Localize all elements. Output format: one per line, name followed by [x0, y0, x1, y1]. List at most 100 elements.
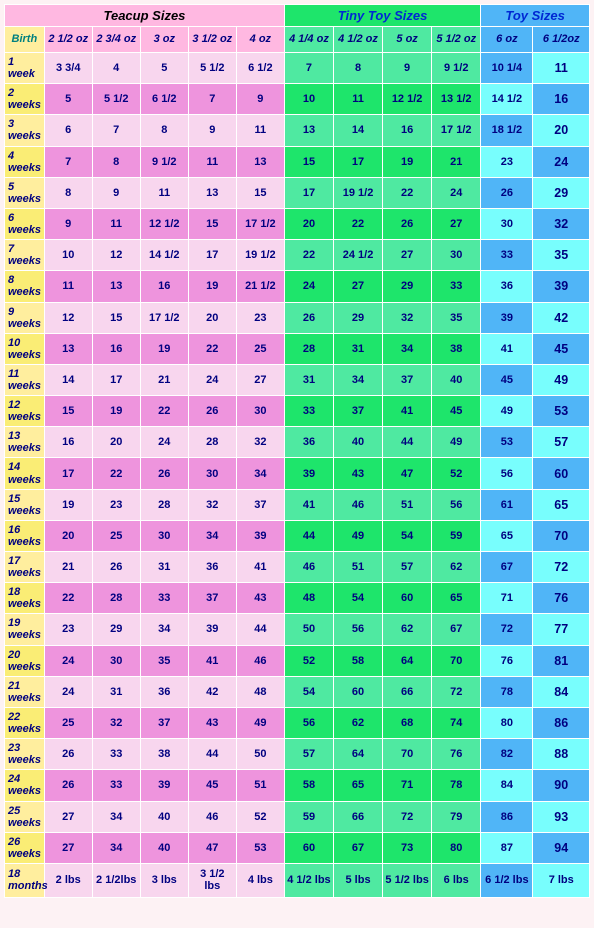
cell: 27 [334, 271, 383, 302]
cell: 34 [383, 333, 432, 364]
cell: 49 [334, 520, 383, 551]
cell: 12 [44, 302, 92, 333]
cell: 49 [432, 427, 481, 458]
cell: 5 1/2 [92, 84, 140, 115]
cell: 84 [533, 676, 590, 707]
table-head: Teacup SizesTiny Toy SizesToy SizesBirth… [5, 5, 590, 53]
cell: 26 [92, 552, 140, 583]
cell: 15 [284, 146, 333, 177]
cell: 14 [44, 364, 92, 395]
table-row: 12 weeks1519222630333741454953 [5, 396, 590, 427]
cell: 8 [334, 53, 383, 84]
row-label: 2 weeks [5, 84, 45, 115]
cell: 46 [334, 489, 383, 520]
cell: 48 [284, 583, 333, 614]
cell: 17 1/2 [432, 115, 481, 146]
cell: 72 [432, 676, 481, 707]
cell: 54 [383, 520, 432, 551]
cell: 26 [44, 739, 92, 770]
cell: 53 [533, 396, 590, 427]
cell: 59 [284, 801, 333, 832]
cell: 39 [236, 520, 284, 551]
cell: 44 [383, 427, 432, 458]
cell: 37 [188, 583, 236, 614]
table-row: 9 weeks121517 1/22023262932353942 [5, 302, 590, 333]
cell: 64 [383, 645, 432, 676]
cell: 40 [140, 832, 188, 863]
cell: 32 [236, 427, 284, 458]
cell: 30 [481, 208, 533, 239]
cell: 9 1/2 [140, 146, 188, 177]
table-row: 10 weeks1316192225283134384145 [5, 333, 590, 364]
cell: 34 [92, 801, 140, 832]
cell: 57 [533, 427, 590, 458]
cell: 13 [188, 177, 236, 208]
sizes-table: Teacup SizesTiny Toy SizesToy SizesBirth… [4, 4, 590, 898]
cell: 29 [533, 177, 590, 208]
cell: 11 [533, 53, 590, 84]
cell: 16 [383, 115, 432, 146]
cell: 29 [92, 614, 140, 645]
table-row: 25 weeks2734404652596672798693 [5, 801, 590, 832]
cell: 33 [92, 739, 140, 770]
cell: 26 [44, 770, 92, 801]
cell: 5 [44, 84, 92, 115]
cell: 32 [188, 489, 236, 520]
cell: 40 [432, 364, 481, 395]
cell: 45 [432, 396, 481, 427]
cell: 21 [140, 364, 188, 395]
row-label: 21 weeks [5, 676, 45, 707]
cell: 26 [284, 302, 333, 333]
cell: 24 [533, 146, 590, 177]
cell: 79 [432, 801, 481, 832]
group-header-2: Toy Sizes [481, 5, 590, 27]
cell: 26 [383, 208, 432, 239]
table-row: 15 weeks1923283237414651566165 [5, 489, 590, 520]
col-header-2: 3 oz [140, 27, 188, 53]
cell: 16 [92, 333, 140, 364]
row-label: 16 weeks [5, 520, 45, 551]
row-label: 14 weeks [5, 458, 45, 489]
cell: 6 1/2 [140, 84, 188, 115]
cell: 12 1/2 [140, 208, 188, 239]
cell: 30 [140, 520, 188, 551]
cell: 9 [44, 208, 92, 239]
col-header-10: 6 1/2oz [533, 27, 590, 53]
cell: 13 [92, 271, 140, 302]
table-row: 20 weeks2430354146525864707681 [5, 645, 590, 676]
cell: 7 lbs [533, 863, 590, 897]
cell: 33 [481, 240, 533, 271]
table-row: 24 weeks2633394551586571788490 [5, 770, 590, 801]
cell: 20 [92, 427, 140, 458]
cell: 70 [383, 739, 432, 770]
row-label: 19 weeks [5, 614, 45, 645]
cell: 34 [92, 832, 140, 863]
cell: 39 [188, 614, 236, 645]
row-label: 8 weeks [5, 271, 45, 302]
cell: 43 [334, 458, 383, 489]
cell: 76 [533, 583, 590, 614]
cell: 37 [383, 364, 432, 395]
cell: 7 [44, 146, 92, 177]
cell: 23 [92, 489, 140, 520]
cell: 24 [188, 364, 236, 395]
cell: 73 [383, 832, 432, 863]
table-row: 2 weeks55 1/26 1/279101112 1/213 1/214 1… [5, 84, 590, 115]
cell: 38 [432, 333, 481, 364]
cell: 84 [481, 770, 533, 801]
cell: 71 [383, 770, 432, 801]
cell: 51 [383, 489, 432, 520]
cell: 49 [236, 707, 284, 738]
cell: 57 [284, 739, 333, 770]
table-row: 13 weeks1620242832364044495357 [5, 427, 590, 458]
cell: 36 [481, 271, 533, 302]
col-header-1: 2 3/4 oz [92, 27, 140, 53]
cell: 40 [140, 801, 188, 832]
cell: 86 [481, 801, 533, 832]
table-row: 26 weeks2734404753606773808794 [5, 832, 590, 863]
cell: 56 [334, 614, 383, 645]
cell: 17 [334, 146, 383, 177]
cell: 16 [140, 271, 188, 302]
row-label: 1 week [5, 53, 45, 84]
cell: 65 [432, 583, 481, 614]
